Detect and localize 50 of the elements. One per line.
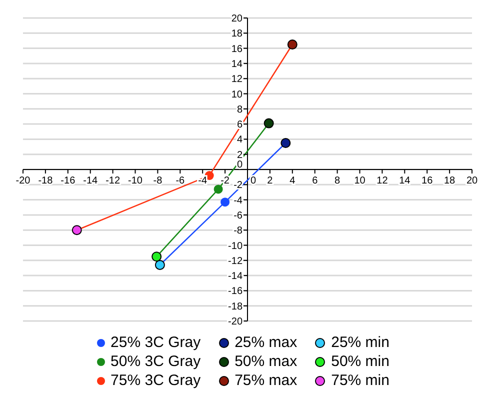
y-tick-label: 12 [231,74,243,86]
x-tick-label: -16 [60,176,76,186]
x-tick-label: -14 [83,176,98,186]
y-tick-label: 8 [236,104,243,116]
y-tick-label: -20 [228,316,243,328]
x-tick-label: 10 [354,176,366,186]
x-tick-label: 16 [422,176,434,186]
y-tick-label: 0 [236,160,243,170]
legend-label: 25% max [234,334,298,351]
legend-label: 75% max [234,372,298,389]
y-tick-label: 20 [231,14,243,24]
x-tick-label: -12 [106,176,120,186]
x-tick-label: 8 [334,176,341,186]
y-tick-label: -18 [228,301,243,312]
legend-label: 25% min [331,334,390,351]
y-tick-label: -10 [228,240,243,252]
x-tick-label: 2 [267,176,274,186]
x-tick-label: -6 [176,176,186,186]
legend-label: 75% 3C Gray [110,372,201,389]
x-tick-label: -10 [128,176,143,186]
y-tick-label: 18 [231,28,243,40]
x-tick-label: 0 [250,176,256,186]
x-tick-label: -8 [153,176,163,186]
legend-label: 25% 3C Gray [110,334,201,351]
y-tick-label: 14 [231,58,243,70]
y-tick-label: -14 [228,271,243,282]
legend-label: 75% min [331,372,390,389]
x-tick-label: 4 [290,176,296,186]
legend-label: 50% 3C Gray [110,353,201,370]
y-tick-label: -16 [228,286,243,298]
y-tick-label: -4 [234,195,243,206]
y-tick-label: 2 [236,150,243,161]
y-tick-label: 10 [231,89,243,100]
y-tick-label: -12 [228,256,243,267]
x-tick-label: -18 [38,176,54,186]
legend-label: 50% min [331,353,390,370]
x-tick-label: 14 [399,176,411,186]
x-tick-label: 12 [376,176,388,186]
x-tick-label: 18 [444,176,456,186]
x-tick-label: -20 [16,176,31,186]
point [214,184,223,194]
legend-label: 50% max [234,353,298,370]
x-tick-label: 20 [466,176,478,186]
point [220,198,230,207]
y-tick-label: -6 [234,210,243,222]
x-tick-label: 6 [312,176,318,186]
y-tick-label: 16 [231,44,243,55]
y-tick-label: 4 [236,134,243,146]
x-tick-label: -4 [198,176,208,186]
y-tick-label: -8 [234,226,243,237]
